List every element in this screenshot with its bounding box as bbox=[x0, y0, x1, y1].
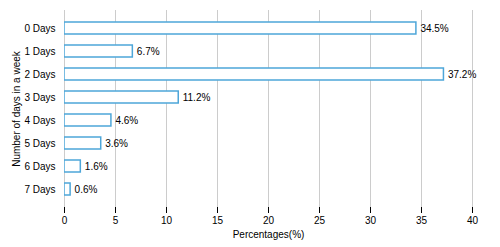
svg-text:3.6%: 3.6% bbox=[105, 138, 128, 149]
svg-text:Percentages(%): Percentages(%) bbox=[233, 229, 305, 240]
svg-text:4.6%: 4.6% bbox=[115, 115, 138, 126]
svg-text:6.7%: 6.7% bbox=[137, 46, 160, 57]
svg-text:25: 25 bbox=[314, 215, 326, 226]
svg-text:0.6%: 0.6% bbox=[75, 184, 98, 195]
svg-text:7 Days: 7 Days bbox=[24, 184, 55, 195]
svg-text:3 Days: 3 Days bbox=[24, 92, 55, 103]
svg-text:1 Days: 1 Days bbox=[24, 46, 55, 57]
svg-text:30: 30 bbox=[365, 215, 377, 226]
svg-text:Number of days in a week: Number of days in a week bbox=[11, 50, 22, 167]
svg-text:10: 10 bbox=[161, 215, 173, 226]
svg-text:4 Days: 4 Days bbox=[24, 115, 55, 126]
svg-text:37.2%: 37.2% bbox=[448, 69, 476, 80]
svg-text:2 Days: 2 Days bbox=[24, 69, 55, 80]
svg-text:0 Days: 0 Days bbox=[24, 23, 55, 34]
svg-text:6 Days: 6 Days bbox=[24, 161, 55, 172]
svg-text:15: 15 bbox=[212, 215, 224, 226]
svg-text:20: 20 bbox=[263, 215, 275, 226]
svg-text:35: 35 bbox=[416, 215, 428, 226]
svg-text:40: 40 bbox=[467, 215, 479, 226]
svg-text:5 Days: 5 Days bbox=[24, 138, 55, 149]
svg-text:5: 5 bbox=[113, 215, 119, 226]
svg-text:11.2%: 11.2% bbox=[183, 92, 211, 103]
svg-text:1.6%: 1.6% bbox=[85, 161, 108, 172]
svg-text:34.5%: 34.5% bbox=[420, 23, 448, 34]
svg-text:0: 0 bbox=[62, 215, 68, 226]
